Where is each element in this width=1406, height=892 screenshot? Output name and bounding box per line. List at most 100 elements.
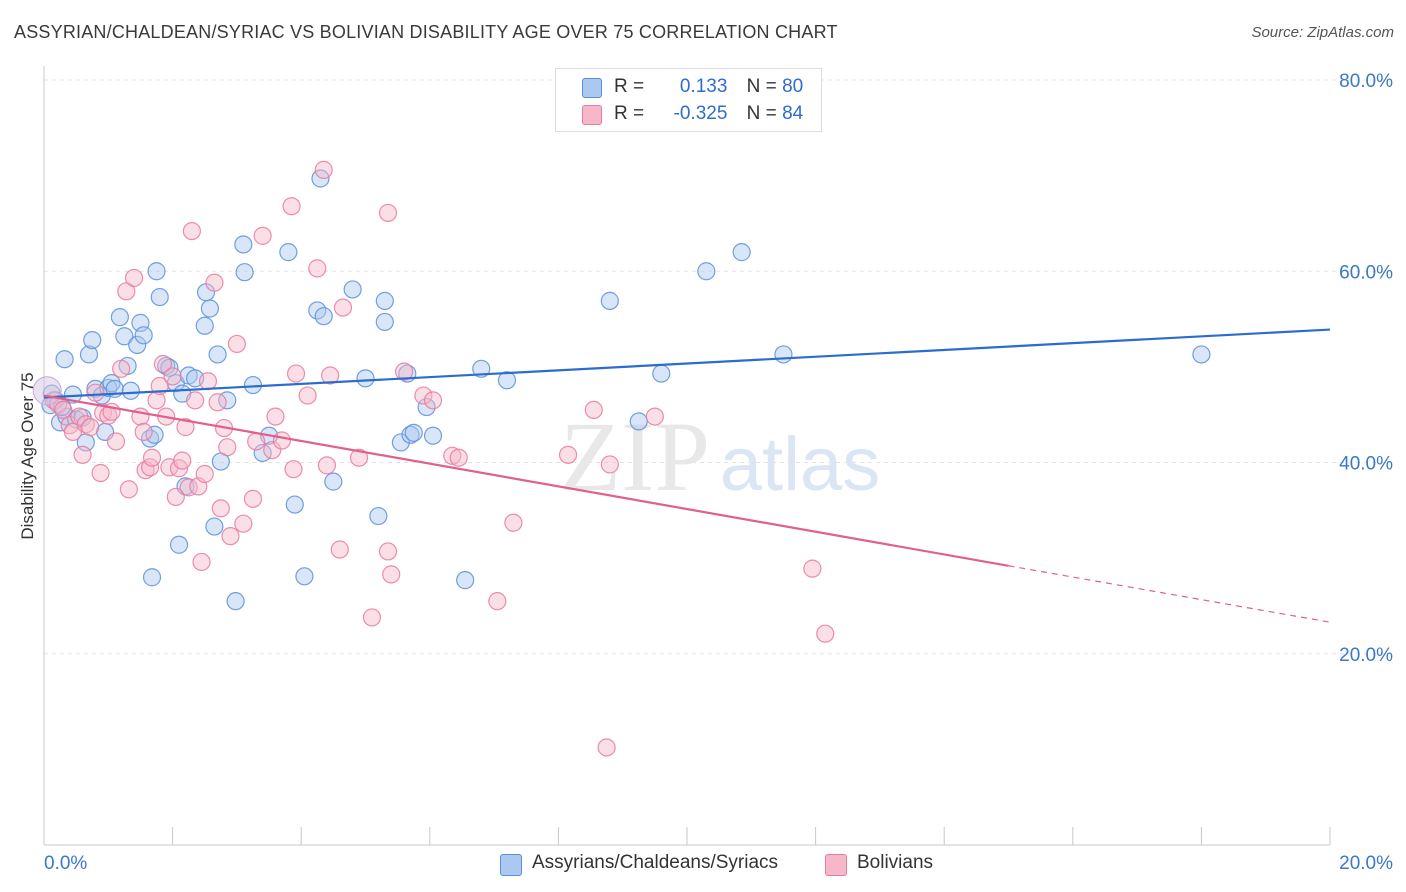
data-points bbox=[32, 160, 1211, 757]
bolivian-point bbox=[163, 367, 182, 386]
bolivian-point bbox=[227, 334, 246, 354]
bolivian-point bbox=[378, 542, 398, 561]
bolivian-point bbox=[211, 499, 230, 518]
assyrian-point bbox=[324, 472, 343, 491]
legend-label-bolivians: Bolivians bbox=[857, 852, 934, 873]
assyrian-point bbox=[600, 291, 619, 310]
assyrian-point bbox=[121, 381, 140, 400]
bolivian-point bbox=[333, 298, 353, 317]
legend-swatch-assyrians bbox=[500, 854, 522, 876]
n-label: N = bbox=[746, 76, 777, 97]
stats-box: R = 0.133 N = 80 R = -0.325 N = 84 bbox=[555, 68, 822, 132]
bolivian-point bbox=[272, 431, 292, 450]
cluster-point bbox=[32, 376, 62, 406]
assyrian-point bbox=[200, 299, 219, 318]
bolivian-point bbox=[816, 624, 835, 643]
assyrian-point bbox=[157, 356, 176, 376]
bolivian-point bbox=[119, 480, 138, 499]
bolivian-point bbox=[394, 362, 414, 381]
assyrian-point bbox=[234, 235, 253, 254]
bolivian-trend-line bbox=[43, 394, 1009, 567]
stats-swatch-bolivians bbox=[582, 105, 602, 125]
bolivian-point bbox=[362, 608, 382, 627]
bolivian-point bbox=[645, 407, 664, 426]
bolivian-point bbox=[106, 432, 126, 451]
y-tick-label: 80.0% bbox=[1339, 71, 1393, 92]
bolivian-point bbox=[558, 445, 578, 464]
assyrian-point bbox=[115, 327, 134, 346]
assyrian-point bbox=[423, 426, 443, 445]
bolivian-trend-extension bbox=[1008, 565, 1331, 623]
assyrian-point bbox=[456, 571, 475, 590]
bolivian-point bbox=[253, 226, 272, 245]
bolivian-point bbox=[247, 432, 266, 451]
bolivian-point bbox=[86, 383, 105, 402]
assyrian-point bbox=[55, 350, 74, 369]
x-tick-label: 0.0% bbox=[44, 853, 87, 874]
bolivian-point bbox=[176, 418, 195, 437]
assyrian-point bbox=[404, 423, 423, 442]
watermark-atlas: atlas bbox=[720, 422, 881, 507]
assyrian-point bbox=[285, 495, 304, 514]
assyrian-point bbox=[86, 379, 105, 398]
bolivian-point bbox=[221, 527, 240, 546]
bolivian-point bbox=[195, 464, 214, 484]
bolivian-point bbox=[142, 448, 162, 467]
assyrian-point bbox=[472, 359, 491, 378]
trend-lines bbox=[43, 328, 1331, 623]
bolivian-point bbox=[449, 448, 468, 467]
axes bbox=[43, 66, 1331, 846]
assyrian-point bbox=[226, 592, 245, 611]
assyrian-point bbox=[391, 433, 410, 452]
bolivian-point bbox=[263, 440, 282, 460]
assyrian-point bbox=[1192, 345, 1211, 364]
assyrian-point bbox=[110, 308, 129, 327]
legend-label-assyrians: Assyrians/Chaldeans/Syriacs bbox=[532, 852, 779, 873]
assyrian-point bbox=[356, 369, 375, 388]
assyrian-point bbox=[732, 243, 751, 262]
bolivian-point bbox=[488, 592, 507, 611]
assyrian-point bbox=[629, 412, 648, 431]
bolivian-point bbox=[124, 268, 144, 288]
assyrian-trend-line bbox=[43, 328, 1331, 399]
assyrian-point bbox=[401, 425, 420, 444]
bolivian-point bbox=[584, 400, 603, 420]
bolivian-point bbox=[803, 559, 822, 578]
assyrian-point bbox=[235, 263, 254, 282]
assyrian-point bbox=[134, 326, 153, 345]
assyrian-point bbox=[369, 506, 388, 526]
bolivian-point bbox=[266, 407, 285, 426]
bolivian-point bbox=[504, 513, 523, 532]
assyrian-point bbox=[697, 262, 716, 281]
bolivian-point bbox=[54, 400, 73, 420]
bolivian-point bbox=[443, 446, 462, 465]
bolivian-point bbox=[208, 393, 227, 412]
bolivian-point bbox=[179, 478, 198, 497]
r-label: R = bbox=[614, 103, 645, 124]
stats-swatch-assyrians bbox=[582, 78, 602, 98]
assyrian-point bbox=[83, 331, 102, 350]
stats-text-assyrians: R = 0.133 N = 80 bbox=[614, 76, 803, 98]
bolivian-point bbox=[166, 487, 185, 507]
bolivian-point bbox=[112, 359, 131, 378]
bolivian-point bbox=[321, 366, 340, 385]
bolivian-point bbox=[205, 273, 224, 292]
assyrian-point bbox=[142, 568, 162, 587]
bolivian-point bbox=[308, 259, 327, 278]
y-tick-label: 20.0% bbox=[1339, 645, 1393, 666]
n-label: N = bbox=[746, 103, 777, 124]
assyrian-point bbox=[195, 316, 214, 335]
y-tick-label: 60.0% bbox=[1339, 262, 1393, 283]
bolivian-point bbox=[153, 354, 173, 374]
bolivian-point bbox=[73, 445, 92, 464]
gridlines bbox=[44, 79, 1392, 655]
bolivian-point bbox=[134, 422, 153, 441]
bolivian-point bbox=[91, 463, 110, 483]
source-credit: Source: ZipAtlas.com bbox=[1251, 24, 1394, 41]
assyrian-point bbox=[128, 335, 147, 354]
watermark: ZIP atlas bbox=[560, 401, 880, 512]
assyrian-point bbox=[417, 397, 436, 417]
assyrian-point bbox=[205, 517, 224, 536]
bolivian-point bbox=[414, 386, 433, 405]
bolivian-point bbox=[286, 364, 306, 383]
